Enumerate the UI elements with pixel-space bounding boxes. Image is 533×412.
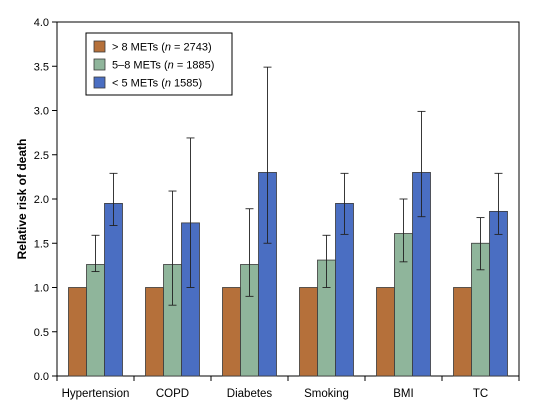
legend-swatch [93,40,106,53]
error-bars-layer [91,66,503,306]
legend-label-count: 1585) [171,78,202,90]
x-tick-label: Diabetes [227,388,273,400]
legend-label-text: > 8 METs ( [112,42,165,54]
y-axis-label: Relative risk of death [15,139,29,260]
legend-swatch [93,76,106,89]
bar [68,287,87,377]
legend-label: 5–8 METs (n = 1885) [112,60,214,72]
bar [86,264,105,377]
x-tick-label: Hypertension [62,388,130,400]
bar [222,287,241,377]
legend-label-n: n [165,42,171,54]
x-tick-label: COPD [156,388,189,400]
y-tick-label: 3.0 [34,106,49,118]
bars-layer [68,172,508,377]
legend-label-count: = 2743) [171,42,212,54]
legend-label: < 5 METs (n 1585) [112,78,202,90]
legend-swatch [93,58,106,71]
legend-label: > 8 METs (n = 2743) [112,42,212,54]
y-tick-label: 2.0 [34,194,49,206]
x-tick-label: Smoking [304,388,349,400]
y-tick-label: 4.0 [34,17,49,29]
bar [453,287,472,377]
legend-label-text: 5–8 METs ( [112,60,168,72]
y-tick-label: 0.0 [34,371,49,383]
bar [489,210,508,377]
y-tick-label: 2.5 [34,150,49,162]
bar [104,203,123,377]
legend-label-text: < 5 METs ( [112,78,165,90]
legend-box [85,32,233,96]
bar [145,287,164,377]
y-tick-label: 1.5 [34,238,49,250]
y-tick-label: 3.5 [34,61,49,73]
y-axis: 0.0 0.5 1.0 1.5 2.0 2.5 3.0 3.5 4.0 [34,17,57,383]
x-axis: Hypertension COPD Diabetes Smoking BMI TC [56,376,520,400]
legend: > 8 METs (n = 2743)5–8 METs (n = 1885)< … [85,32,233,96]
x-tick-label: BMI [393,388,413,400]
bar [299,287,318,377]
legend-label-n: n [168,60,174,72]
bar [376,287,395,377]
legend-label-n: n [165,78,171,90]
y-tick-label: 0.5 [34,327,49,339]
y-tick-label: 1.0 [34,283,49,295]
x-tick-label: TC [473,388,488,400]
legend-label-count: = 1885) [174,60,215,72]
